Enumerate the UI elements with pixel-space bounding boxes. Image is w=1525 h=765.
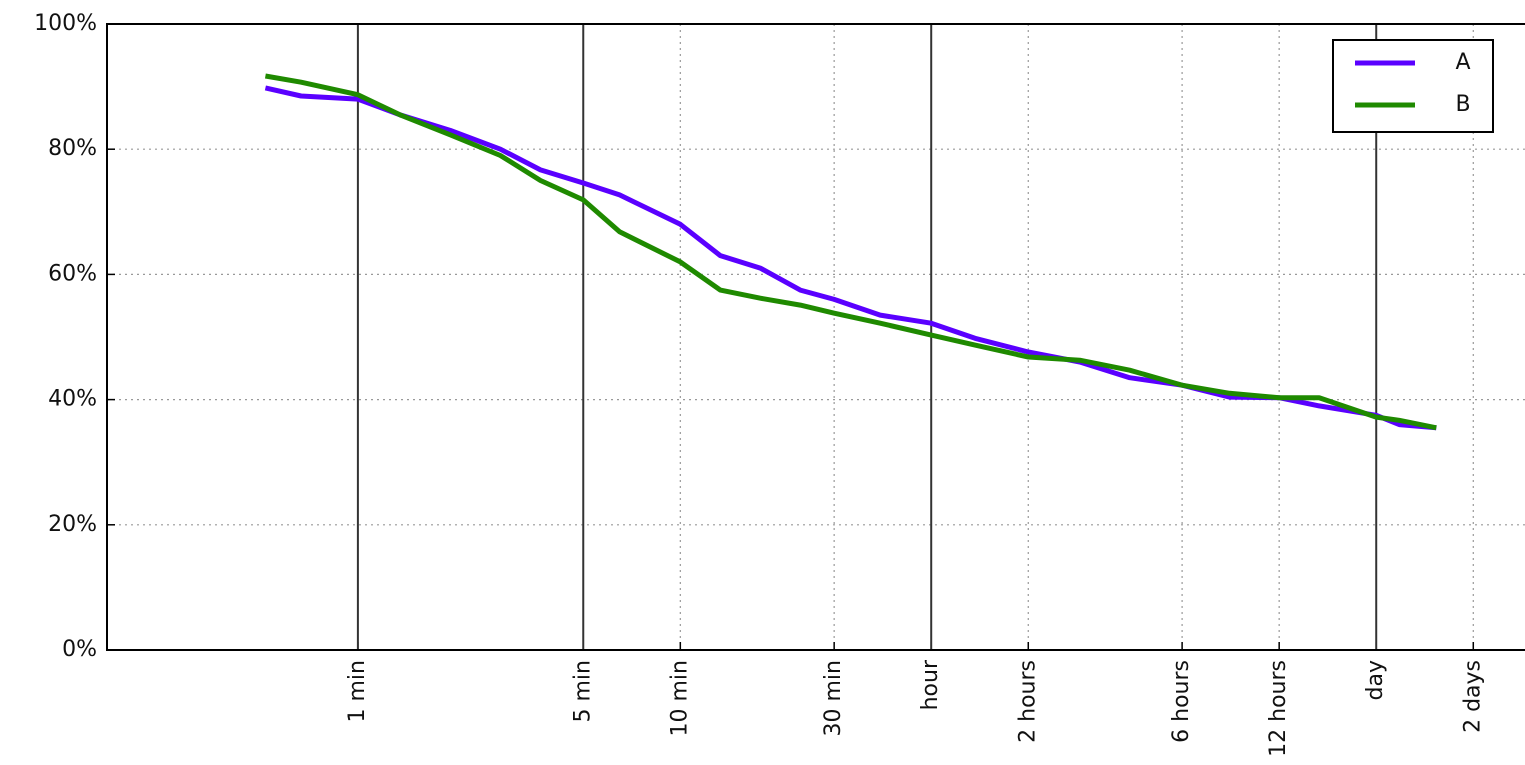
y-tick-label: 100% <box>34 11 97 36</box>
x-tick-label: 6 hours <box>1169 660 1194 743</box>
axis-frame <box>106 23 1525 651</box>
x-tick-label: day <box>1363 660 1388 700</box>
x-tick-label: 2 hours <box>1015 660 1040 743</box>
series-line <box>264 85 1437 431</box>
legend-label: B <box>1455 92 1470 117</box>
x-tick-label: 5 min <box>570 660 595 722</box>
y-tick-label: 80% <box>48 136 97 161</box>
legend-box <box>1332 39 1494 133</box>
y-tick-label: 0% <box>62 637 97 662</box>
x-tick-label: 1 min <box>345 660 370 722</box>
x-tick-label: 10 min <box>667 660 692 736</box>
legend-label: A <box>1455 50 1470 75</box>
y-tick-label: 20% <box>48 512 97 537</box>
y-tick-label: 60% <box>48 261 97 286</box>
x-tick-label: 12 hours <box>1266 660 1291 757</box>
x-tick-label: 30 min <box>821 660 846 736</box>
series-line <box>264 73 1437 431</box>
x-tick-label: 2 days <box>1460 660 1485 733</box>
legend: AB <box>1332 39 1494 133</box>
x-tick-label: hour <box>918 659 943 710</box>
y-tick-label: 40% <box>48 387 97 412</box>
